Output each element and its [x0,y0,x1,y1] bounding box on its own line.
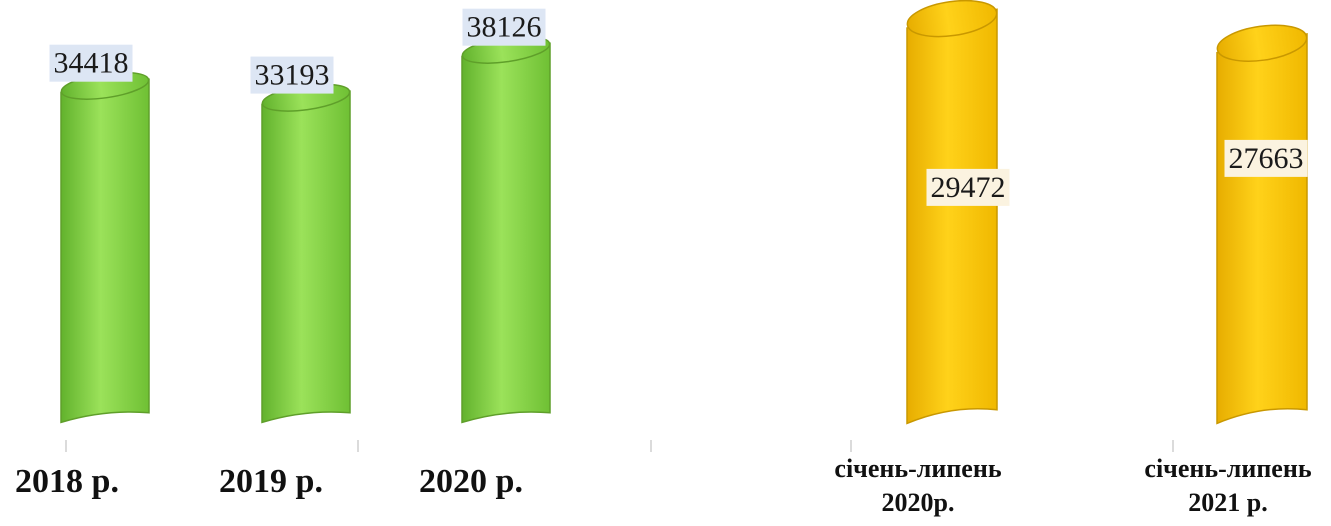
category-label-1: 2018 р. [15,463,119,500]
data-label-1: 34418 [49,44,133,82]
svg-text:38126: 38126 [467,11,542,44]
data-label-2: 27663 [1224,139,1308,177]
category-label-1: січень-липень 2020р. [834,454,1001,517]
chart-annual: 34418 2018 р. 33193 2019 р. 38126 2020 р. [15,8,652,500]
bar-1 [60,71,150,424]
data-label-3: 38126 [462,8,546,46]
chart-january-july: 29472 січень-липень 2020р. 27663 січень-липе… [834,0,1312,517]
category-label-3: 2020 р. [419,463,523,500]
data-label-2: 33193 [250,56,334,94]
data-label-1: 29472 [926,168,1010,206]
bar-3 [461,35,551,424]
category-label-2: січень-липень 2021 р. [1144,454,1311,517]
bar-2 [1216,24,1308,425]
bar-2 [261,83,351,424]
svg-text:27663: 27663 [1229,142,1304,175]
svg-text:29472: 29472 [931,171,1006,204]
category-label-2: 2019 р. [219,463,323,500]
svg-text:34418: 34418 [54,47,129,80]
bar-1 [906,0,998,425]
svg-text:33193: 33193 [255,59,330,92]
